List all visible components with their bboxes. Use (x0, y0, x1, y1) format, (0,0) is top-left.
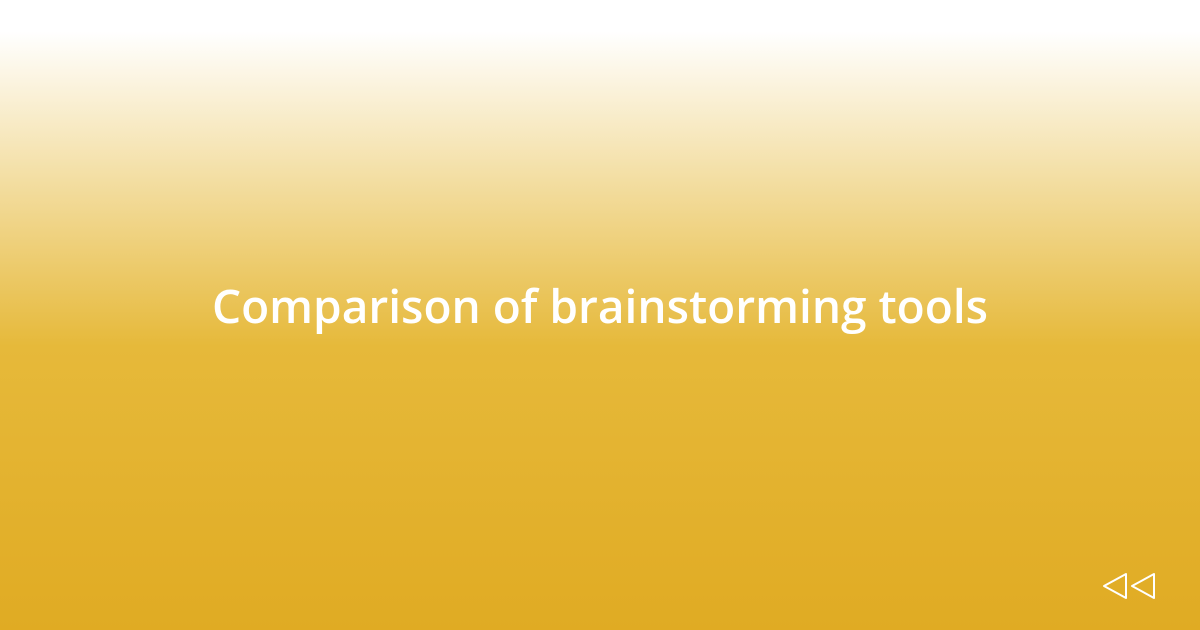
slide-container: Comparison of brainstorming tools (0, 0, 1200, 630)
double-triangle-left-icon (1098, 570, 1160, 602)
slide-title: Comparison of brainstorming tools (172, 278, 1028, 336)
